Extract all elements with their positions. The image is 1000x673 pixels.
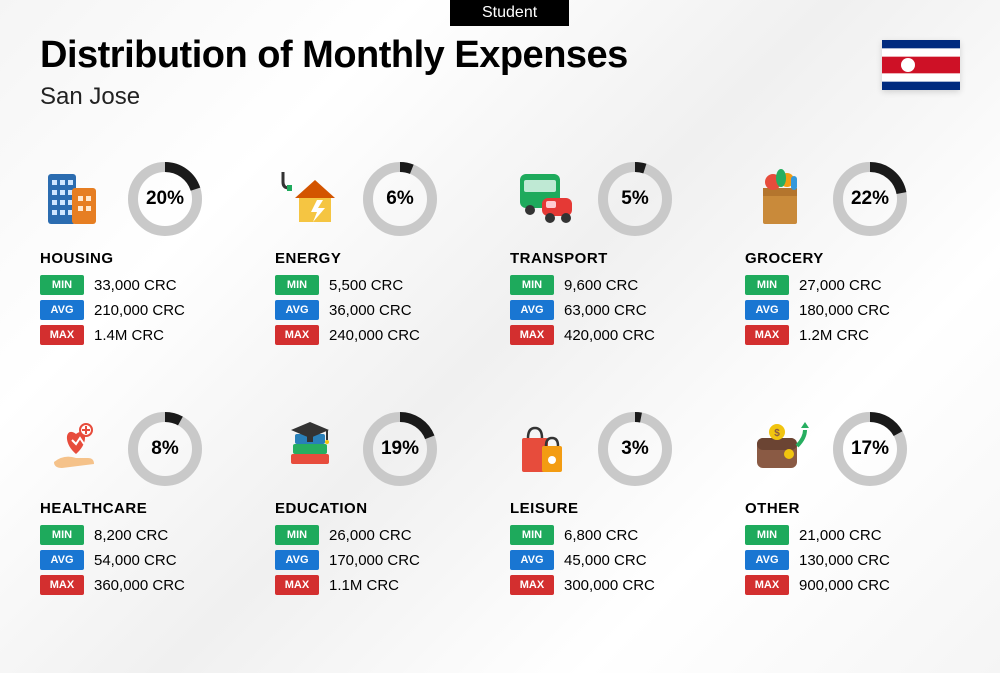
pct-label: 22% — [831, 160, 909, 238]
pct-label: 8% — [126, 410, 204, 488]
expense-card-education: 19% EDUCATION MIN 26,000 CRC AVG 170,000… — [275, 410, 490, 600]
category-name: ENERGY — [275, 250, 490, 267]
pct-ring: 19% — [361, 410, 439, 488]
min-badge: MIN — [745, 275, 789, 295]
max-badge: MAX — [510, 325, 554, 345]
page-subtitle: San Jose — [40, 83, 628, 111]
min-value: 6,800 CRC — [564, 527, 638, 544]
pct-ring: 17% — [831, 410, 909, 488]
max-badge: MAX — [275, 325, 319, 345]
max-value: 1.2M CRC — [799, 327, 869, 344]
min-badge: MIN — [510, 525, 554, 545]
avg-badge: AVG — [510, 550, 554, 570]
shopping-bags-icon — [510, 416, 582, 482]
max-badge: MAX — [745, 575, 789, 595]
avg-badge: AVG — [510, 300, 554, 320]
books-cap-icon — [275, 416, 347, 482]
category-name: GROCERY — [745, 250, 960, 267]
category-name: OTHER — [745, 500, 960, 517]
pct-label: 5% — [596, 160, 674, 238]
avg-badge: AVG — [275, 550, 319, 570]
avg-badge: AVG — [745, 550, 789, 570]
expense-card-leisure: 3% LEISURE MIN 6,800 CRC AVG 45,000 CRC … — [510, 410, 725, 600]
expense-grid: 20% HOUSING MIN 33,000 CRC AVG 210,000 C… — [40, 160, 960, 600]
category-name: LEISURE — [510, 500, 725, 517]
category-tag: Student — [450, 0, 569, 26]
min-badge: MIN — [745, 525, 789, 545]
expense-card-housing: 20% HOUSING MIN 33,000 CRC AVG 210,000 C… — [40, 160, 255, 350]
pct-ring: 5% — [596, 160, 674, 238]
pct-ring: 8% — [126, 410, 204, 488]
min-badge: MIN — [275, 275, 319, 295]
pct-label: 19% — [361, 410, 439, 488]
max-badge: MAX — [745, 325, 789, 345]
expense-card-grocery: 22% GROCERY MIN 27,000 CRC AVG 180,000 C… — [745, 160, 960, 350]
expense-card-healthcare: 8% HEALTHCARE MIN 8,200 CRC AVG 54,000 C… — [40, 410, 255, 600]
pct-ring: 20% — [126, 160, 204, 238]
avg-value: 210,000 CRC — [94, 302, 185, 319]
avg-value: 63,000 CRC — [564, 302, 647, 319]
max-badge: MAX — [510, 575, 554, 595]
max-badge: MAX — [40, 325, 84, 345]
max-value: 1.4M CRC — [94, 327, 164, 344]
avg-badge: AVG — [745, 300, 789, 320]
wallet-up-icon: $ — [745, 416, 817, 482]
min-value: 21,000 CRC — [799, 527, 882, 544]
min-badge: MIN — [510, 275, 554, 295]
avg-badge: AVG — [275, 300, 319, 320]
avg-value: 45,000 CRC — [564, 552, 647, 569]
pct-ring: 3% — [596, 410, 674, 488]
category-name: HEALTHCARE — [40, 500, 255, 517]
min-badge: MIN — [40, 525, 84, 545]
max-badge: MAX — [275, 575, 319, 595]
max-value: 900,000 CRC — [799, 577, 890, 594]
min-value: 27,000 CRC — [799, 277, 882, 294]
min-value: 5,500 CRC — [329, 277, 403, 294]
svg-text:$: $ — [774, 428, 780, 439]
max-value: 240,000 CRC — [329, 327, 420, 344]
buildings-icon — [40, 166, 112, 232]
max-value: 300,000 CRC — [564, 577, 655, 594]
min-value: 9,600 CRC — [564, 277, 638, 294]
avg-value: 54,000 CRC — [94, 552, 177, 569]
min-badge: MIN — [275, 525, 319, 545]
max-value: 360,000 CRC — [94, 577, 185, 594]
category-name: HOUSING — [40, 250, 255, 267]
pct-ring: 6% — [361, 160, 439, 238]
category-name: TRANSPORT — [510, 250, 725, 267]
min-value: 8,200 CRC — [94, 527, 168, 544]
heart-hand-icon — [40, 416, 112, 482]
min-badge: MIN — [40, 275, 84, 295]
avg-value: 36,000 CRC — [329, 302, 412, 319]
max-value: 420,000 CRC — [564, 327, 655, 344]
max-value: 1.1M CRC — [329, 577, 399, 594]
country-flag-icon — [882, 40, 960, 90]
house-bolt-icon — [275, 166, 347, 232]
min-value: 33,000 CRC — [94, 277, 177, 294]
category-name: EDUCATION — [275, 500, 490, 517]
avg-value: 130,000 CRC — [799, 552, 890, 569]
header: Distribution of Monthly Expenses San Jos… — [40, 34, 628, 111]
pct-label: 6% — [361, 160, 439, 238]
bus-car-icon — [510, 166, 582, 232]
max-badge: MAX — [40, 575, 84, 595]
expense-card-transport: 5% TRANSPORT MIN 9,600 CRC AVG 63,000 CR… — [510, 160, 725, 350]
pct-label: 17% — [831, 410, 909, 488]
avg-value: 170,000 CRC — [329, 552, 420, 569]
avg-badge: AVG — [40, 550, 84, 570]
pct-label: 3% — [596, 410, 674, 488]
avg-badge: AVG — [40, 300, 84, 320]
page-title: Distribution of Monthly Expenses — [40, 34, 628, 77]
expense-card-other: $ 17% OTHER MIN 21,000 CRC AVG 130,000 C… — [745, 410, 960, 600]
avg-value: 180,000 CRC — [799, 302, 890, 319]
pct-ring: 22% — [831, 160, 909, 238]
grocery-bag-icon — [745, 166, 817, 232]
min-value: 26,000 CRC — [329, 527, 412, 544]
pct-label: 20% — [126, 160, 204, 238]
expense-card-energy: 6% ENERGY MIN 5,500 CRC AVG 36,000 CRC M… — [275, 160, 490, 350]
